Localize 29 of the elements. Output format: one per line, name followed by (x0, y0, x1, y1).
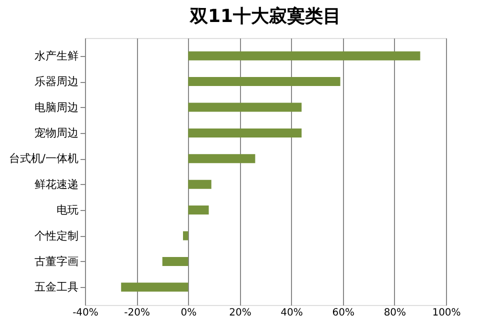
bar (188, 180, 212, 189)
bar (188, 206, 209, 215)
y-tick-label: 电玩 (56, 204, 78, 217)
bar (188, 154, 256, 164)
x-tick-label: 40% (280, 308, 303, 318)
y-tick-label: 台式机/一体机 (8, 152, 78, 166)
bar (188, 77, 340, 86)
y-tick-label: 个性定制 (34, 229, 78, 242)
x-tick-label: 100% (432, 308, 461, 318)
x-tick-label: -20% (124, 308, 150, 318)
y-tick-label: 五金工具 (34, 280, 78, 294)
y-tick-label: 古董字画 (34, 254, 78, 268)
bar (188, 102, 302, 112)
y-tick-label: 电脑周边 (34, 100, 78, 114)
x-tick-label: 0% (180, 308, 197, 318)
y-tick-label: 水产生鲜 (34, 49, 78, 62)
x-tick-label: 60% (332, 308, 354, 318)
bar (182, 231, 188, 240)
x-tick-label: 20% (229, 308, 252, 318)
y-tick-label: 鲜花速递 (34, 178, 78, 191)
y-tick-label: 乐器周边 (34, 75, 78, 88)
x-tick-label: 80% (384, 308, 406, 318)
chart-title: 双11十大寂寞类目 (188, 6, 342, 27)
x-tick-label: -40% (72, 308, 98, 318)
bar (188, 51, 420, 60)
bar (121, 282, 188, 292)
y-tick-label: 宠物周边 (34, 126, 78, 140)
bar (188, 128, 302, 138)
bar (162, 256, 188, 266)
